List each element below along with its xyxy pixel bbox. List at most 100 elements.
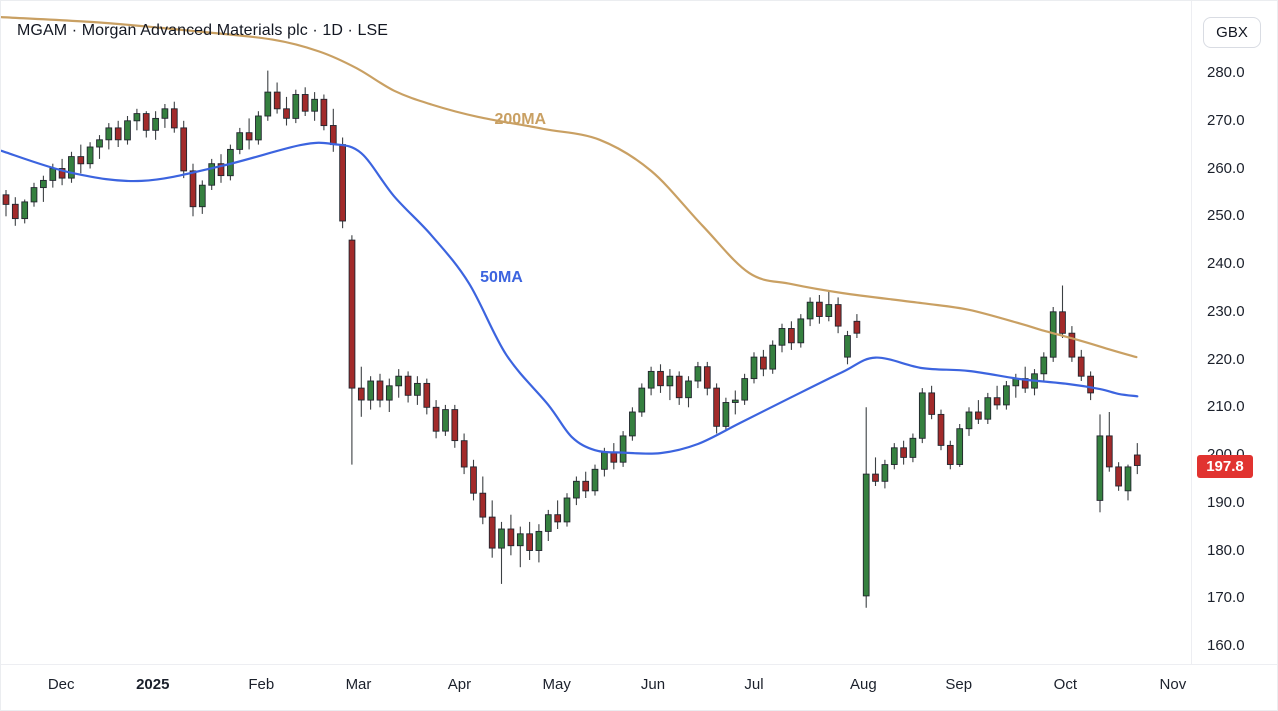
price-tick-label: 240.0 bbox=[1207, 255, 1245, 272]
candle-body bbox=[703, 366, 711, 389]
candle-body bbox=[208, 163, 216, 186]
candle-body bbox=[965, 411, 973, 430]
candle-body bbox=[918, 392, 926, 439]
price-axis-separator bbox=[1191, 1, 1192, 664]
candle-body bbox=[1105, 435, 1113, 468]
candle-body bbox=[161, 108, 169, 119]
candle-body bbox=[357, 387, 365, 401]
candle-body bbox=[853, 320, 861, 334]
candle-body bbox=[591, 468, 599, 492]
candle-body bbox=[114, 127, 122, 141]
time-tick-label: 2025 bbox=[136, 676, 170, 693]
ma-200-label: 200MA bbox=[495, 111, 547, 128]
time-axis[interactable]: Dec 2025 Feb Mar Apr May Jun Jul Aug Sep Oct Nov bbox=[1, 665, 1277, 710]
time-tick-label: Oct bbox=[1053, 676, 1078, 693]
candle-body bbox=[563, 497, 571, 523]
candle-body bbox=[610, 452, 618, 463]
candle-body bbox=[825, 304, 833, 317]
candle-body bbox=[797, 318, 805, 344]
candle-body bbox=[834, 304, 842, 327]
candle-body bbox=[788, 328, 795, 344]
candle-body bbox=[217, 163, 225, 177]
candle-body bbox=[900, 447, 907, 458]
candle-body bbox=[142, 113, 150, 131]
candle-body bbox=[11, 203, 19, 220]
symbol-title[interactable]: MGAM · Morgan Advanced Materials plc · 1… bbox=[17, 22, 389, 39]
ma-50-line bbox=[1, 141, 1139, 455]
candle-body bbox=[264, 91, 272, 117]
price-tick-label: 230.0 bbox=[1207, 302, 1245, 320]
price-tick-label: 250.0 bbox=[1207, 207, 1245, 225]
candle-body bbox=[30, 187, 38, 203]
candle-body bbox=[442, 409, 449, 432]
candle-body bbox=[236, 132, 244, 150]
candle-body bbox=[58, 168, 66, 179]
candle-body bbox=[909, 437, 917, 458]
candle-body bbox=[731, 399, 739, 403]
candle-body bbox=[68, 156, 75, 179]
candle-body bbox=[1059, 311, 1066, 334]
candle-body bbox=[385, 385, 393, 401]
candle-body bbox=[741, 378, 749, 401]
last-price-label: 197.8 bbox=[1197, 454, 1253, 478]
time-tick-label: May bbox=[542, 676, 571, 693]
candle-body bbox=[180, 127, 188, 172]
price-tick-label: 180.0 bbox=[1207, 541, 1245, 559]
candle-body bbox=[956, 428, 964, 465]
time-tick-label: Sep bbox=[945, 676, 973, 693]
candle-body bbox=[666, 375, 674, 387]
candle-body bbox=[311, 98, 318, 112]
candle-body bbox=[516, 533, 524, 547]
candle-body bbox=[470, 466, 477, 494]
candle-body bbox=[713, 387, 720, 427]
candle-body bbox=[629, 411, 636, 437]
candle-body bbox=[872, 473, 879, 482]
candle-body bbox=[367, 380, 375, 401]
candle-body bbox=[937, 413, 945, 446]
candle-body bbox=[479, 492, 487, 518]
time-tick-label: Jul bbox=[744, 676, 764, 693]
candle-body bbox=[320, 98, 328, 127]
candle-body bbox=[694, 366, 702, 382]
candle-body bbox=[292, 94, 300, 119]
time-tick-label: Feb bbox=[248, 676, 275, 693]
candle-body bbox=[198, 184, 206, 208]
time-tick-label: Aug bbox=[850, 676, 877, 693]
candle-body bbox=[975, 411, 982, 420]
candle-body bbox=[778, 328, 786, 346]
candle-body bbox=[245, 132, 253, 141]
candle-body bbox=[507, 528, 515, 547]
candle-body bbox=[862, 473, 870, 597]
candle-body bbox=[152, 117, 159, 131]
candle-body bbox=[638, 387, 646, 413]
candle-body bbox=[329, 125, 337, 146]
candle-body bbox=[395, 375, 403, 387]
candle-body bbox=[273, 91, 281, 110]
candle-body bbox=[255, 115, 262, 141]
candle-body bbox=[601, 452, 608, 470]
candle-body bbox=[722, 402, 730, 427]
candle-body bbox=[283, 108, 290, 119]
price-tick-label: 220.0 bbox=[1207, 350, 1245, 368]
candle-body bbox=[844, 335, 851, 358]
currency-unit-button[interactable]: GBX bbox=[1203, 17, 1261, 48]
candle-body bbox=[544, 514, 552, 532]
candle-body bbox=[348, 239, 356, 389]
price-axis[interactable]: 280.0 270.0 260.0 250.0 240.0 230.0 220.0 210.0… bbox=[1192, 1, 1277, 664]
candle-body bbox=[432, 406, 440, 432]
candle-body bbox=[376, 380, 384, 401]
candle-body bbox=[619, 435, 627, 463]
price-tick-label: 280.0 bbox=[1207, 64, 1245, 81]
candle-body bbox=[1096, 435, 1104, 501]
candle-body bbox=[993, 397, 1001, 406]
candle-body bbox=[124, 120, 131, 141]
candle-body bbox=[816, 301, 823, 317]
price-tick-label: 160.0 bbox=[1207, 637, 1245, 654]
candle-body bbox=[96, 139, 103, 148]
candle-body bbox=[881, 464, 889, 482]
candle-body bbox=[301, 94, 309, 112]
time-tick-label: Mar bbox=[345, 676, 372, 693]
time-tick-label: Nov bbox=[1159, 676, 1187, 693]
candle-body bbox=[890, 447, 898, 465]
